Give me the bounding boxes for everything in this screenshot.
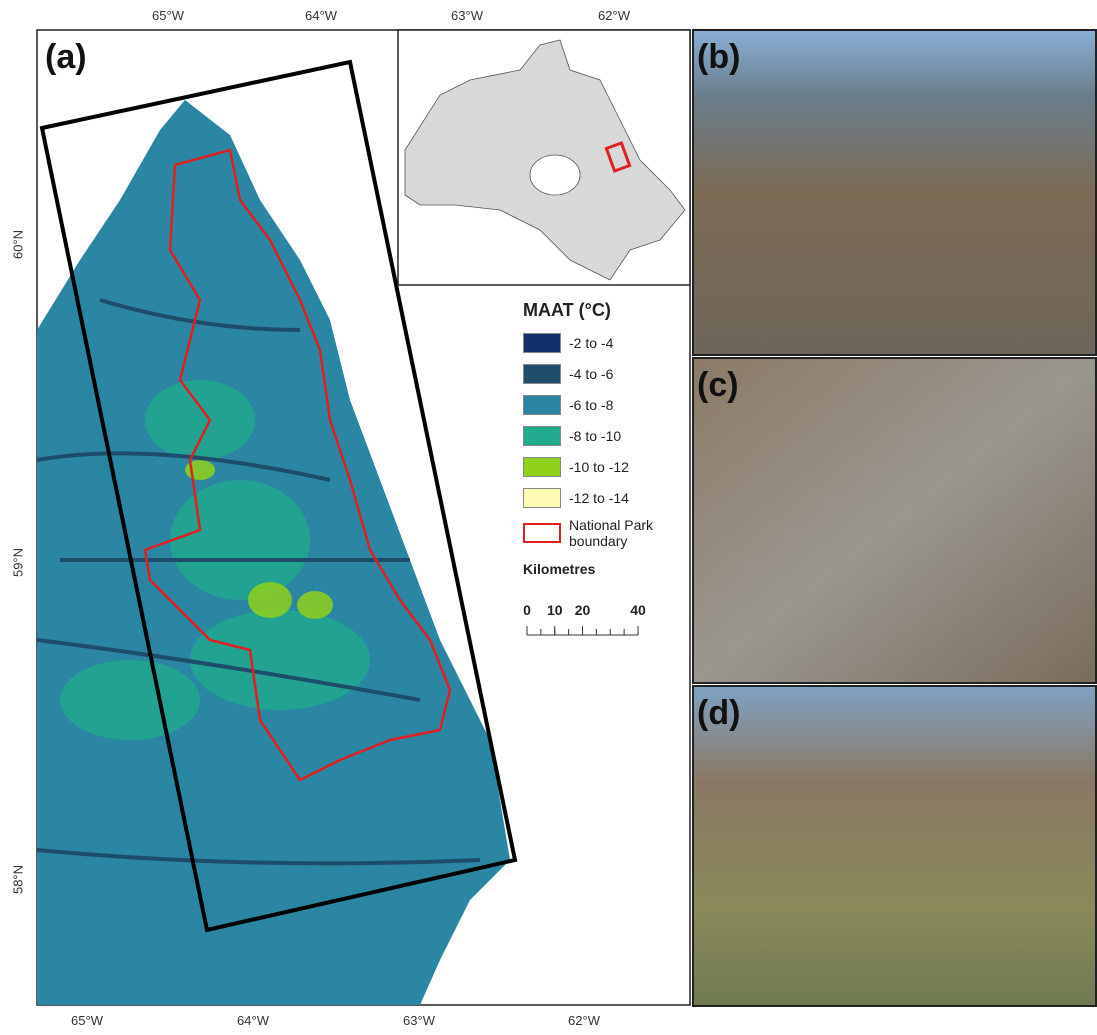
legend-swatch <box>523 363 561 384</box>
legend: MAAT (°C) -2 to -4 -4 to -6 -6 to -8 -8 to … <box>523 300 688 577</box>
photo-c <box>693 358 1097 683</box>
coldest-zones <box>185 460 333 619</box>
legend-label: -6 to -8 <box>569 396 614 413</box>
bottom-lon-label: 65°W <box>71 1013 103 1028</box>
scale-tick-label: 20 <box>575 602 591 618</box>
legend-swatch <box>523 425 561 446</box>
inset-bay <box>529 154 581 196</box>
park-boundary <box>143 148 452 782</box>
panel-label: (b) <box>697 38 741 76</box>
left-lat-label: 60°N <box>10 229 26 260</box>
panel-label: (c) <box>697 366 739 404</box>
legend-item: -2 to -4 <box>523 327 688 358</box>
legend-title: MAAT (°C) <box>523 300 611 320</box>
scale-tick-label: 10 <box>547 602 563 618</box>
top-lon-label: 65°W <box>152 8 184 23</box>
valleys <box>36 298 481 866</box>
legend-label: -4 to -6 <box>569 365 614 382</box>
top-lon-label: 63°W <box>451 8 483 23</box>
legend-swatch <box>523 487 561 508</box>
legend-item: -8 to -10 <box>523 420 688 451</box>
scale-tick-label: 40 <box>630 602 646 618</box>
bottom-lon-label: 63°W <box>403 1013 435 1028</box>
study-area <box>39 59 518 933</box>
legend-item: -6 to -8 <box>523 389 688 420</box>
legend-swatch <box>523 332 561 353</box>
scale-title: Kilometres <box>523 561 596 577</box>
left-lat-label: 59°N <box>10 547 26 578</box>
legend-label: -8 to -10 <box>569 427 622 444</box>
cold-zones <box>60 380 370 740</box>
scale-bar: 0 10 20 40 <box>523 602 646 636</box>
inset-locator <box>604 141 632 173</box>
top-lon-label: 62°W <box>598 8 630 23</box>
legend-swatch <box>523 523 561 543</box>
left-lat-label: 58°N <box>10 864 26 895</box>
legend-swatch <box>523 456 561 477</box>
panel-label: (a) <box>45 38 87 76</box>
panel-label: (d) <box>697 694 741 732</box>
photo-b <box>693 30 1097 355</box>
legend-item: -12 to -14 <box>523 482 688 513</box>
legend-label: -2 to -4 <box>569 334 614 351</box>
bottom-lon-label: 64°W <box>237 1013 269 1028</box>
scale-tick-label: 0 <box>523 602 531 618</box>
legend-swatch <box>523 394 561 415</box>
bottom-lon-label: 62°W <box>568 1013 600 1028</box>
top-lon-label: 64°W <box>305 8 337 23</box>
legend-label: -12 to -14 <box>569 489 629 506</box>
legend-label: National Park boundary <box>569 517 654 549</box>
legend-item: -4 to -6 <box>523 358 688 389</box>
legend-label: -10 to -12 <box>569 458 629 475</box>
photo-borders <box>692 29 1097 1007</box>
legend-item: National Park boundary <box>523 513 688 553</box>
legend-item: -10 to -12 <box>523 451 688 482</box>
photo-d <box>693 686 1097 1006</box>
